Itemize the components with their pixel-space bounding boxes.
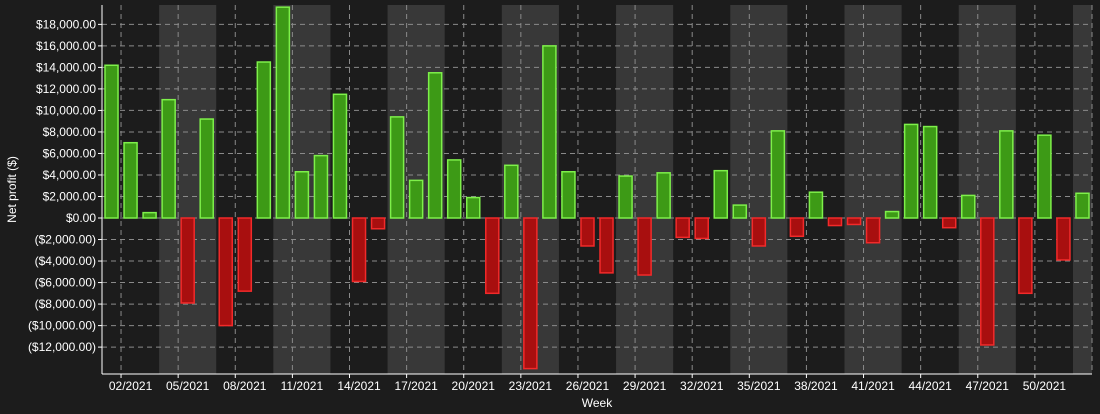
x-tick-label: 20/2021 xyxy=(452,379,496,393)
axes xyxy=(98,5,1092,378)
bar-week-41 xyxy=(865,217,881,244)
y-tick-label: $18,000.00 xyxy=(36,17,96,31)
shaded-band-8 xyxy=(1072,5,1092,374)
bar-week-10 xyxy=(275,6,291,219)
y-tick-label: ($2,000.00) xyxy=(35,233,96,247)
bar-week-30 xyxy=(656,172,671,219)
bar-week-24 xyxy=(542,45,557,219)
bar-week-37 xyxy=(789,217,805,238)
y-tick-label: $12,000.00 xyxy=(36,82,96,96)
bar-week-43 xyxy=(903,123,919,219)
bar-week-9 xyxy=(256,61,272,219)
bar-week-31 xyxy=(675,217,690,239)
x-tick-label: 14/2021 xyxy=(337,379,381,393)
x-tick-label: 35/2021 xyxy=(737,379,781,393)
x-tick-label: 17/2021 xyxy=(394,379,438,393)
x-tick-label: 11/2021 xyxy=(281,379,324,393)
bar-week-7 xyxy=(218,217,234,327)
bar-week-14 xyxy=(351,217,367,283)
bar-week-38 xyxy=(808,191,824,219)
bar-week-5 xyxy=(180,217,195,304)
y-tick-label: $8,000.00 xyxy=(43,125,97,139)
y-tick-label: ($10,000.00) xyxy=(28,319,96,333)
x-tick-label: 38/2021 xyxy=(794,379,838,393)
bar-week-2 xyxy=(123,141,138,219)
bar-week-15 xyxy=(370,217,386,230)
bar-week-48 xyxy=(999,130,1014,219)
bar-week-12 xyxy=(313,154,329,219)
x-tick-labels: 02/2021 05/2021 08/2021 11/2021 14/2021 17/20… xyxy=(109,379,1067,393)
bar-week-8 xyxy=(237,217,253,292)
bar-week-35 xyxy=(751,217,767,247)
bar-week-34 xyxy=(732,204,748,219)
bar-week-49 xyxy=(1018,217,1033,295)
bar-week-51 xyxy=(1056,217,1071,261)
bar-week-16 xyxy=(389,116,405,219)
bar-week-36 xyxy=(770,130,786,219)
y-tick-label: $4,000.00 xyxy=(43,168,97,182)
bar-week-19 xyxy=(446,159,462,219)
y-tick-label: $0.00 xyxy=(66,211,96,225)
bar-week-29 xyxy=(637,217,652,276)
y-tick-label: ($4,000.00) xyxy=(35,254,96,268)
y-axis-title: Net profit ($) xyxy=(5,156,19,223)
bar-week-22 xyxy=(504,164,519,219)
y-tick-label: $2,000.00 xyxy=(43,189,97,203)
y-tick-label: $16,000.00 xyxy=(36,39,96,53)
x-tick-label: 47/2021 xyxy=(966,379,1010,393)
x-tick-label: 26/2021 xyxy=(566,379,610,393)
bar-week-25 xyxy=(561,170,576,219)
bar-week-44 xyxy=(922,125,938,219)
bar-week-20 xyxy=(465,196,481,219)
x-tick-label: 32/2021 xyxy=(680,379,724,393)
bar-week-3 xyxy=(142,211,157,219)
bars xyxy=(104,6,1090,370)
x-tick-label: 08/2021 xyxy=(223,379,267,393)
y-tick-label: ($8,000.00) xyxy=(35,297,96,311)
y-tick-label: $6,000.00 xyxy=(43,146,97,160)
bar-week-11 xyxy=(294,170,310,219)
x-tick-label: 02/2021 xyxy=(109,379,153,393)
bar-week-26 xyxy=(580,217,595,247)
bar-week-18 xyxy=(427,72,443,219)
gridlines xyxy=(102,5,1093,374)
bar-week-28 xyxy=(618,175,633,219)
x-tick-label: 23/2021 xyxy=(509,379,553,393)
bar-week-13 xyxy=(332,93,348,219)
bar-week-33 xyxy=(713,169,729,219)
bar-week-1 xyxy=(104,64,119,219)
y-tick-label: ($12,000.00) xyxy=(28,340,96,354)
x-axis-title: Week xyxy=(582,396,613,410)
x-tick-label: 50/2021 xyxy=(1023,379,1067,393)
bar-week-42 xyxy=(884,210,900,219)
y-tick-label: ($6,000.00) xyxy=(35,276,96,290)
bar-week-45 xyxy=(941,217,957,229)
x-tick-label: 41/2021 xyxy=(851,379,895,393)
bar-week-32 xyxy=(694,217,709,240)
bar-week-4 xyxy=(161,98,176,219)
bar-week-47 xyxy=(980,217,995,346)
x-tick-label: 29/2021 xyxy=(623,379,667,393)
bar-week-52 xyxy=(1075,192,1090,219)
bar-week-17 xyxy=(408,179,424,219)
bar-week-6 xyxy=(199,118,214,219)
bar-week-39 xyxy=(827,217,843,227)
y-tick-label: $10,000.00 xyxy=(36,103,96,117)
bar-week-21 xyxy=(485,217,500,295)
y-tick-labels: ($12,000.00) ($10,000.00) ($8,000.00) ($6,0… xyxy=(28,17,96,354)
x-tick-label: 05/2021 xyxy=(166,379,210,393)
y-tick-label: $14,000.00 xyxy=(36,60,96,74)
bar-week-27 xyxy=(599,217,614,274)
shaded-band-6 xyxy=(844,5,902,374)
bar-week-40 xyxy=(846,217,862,226)
bar-week-23 xyxy=(523,217,538,370)
bar-week-50 xyxy=(1037,134,1052,219)
bar-week-46 xyxy=(960,194,976,219)
x-tick-label: 44/2021 xyxy=(908,379,952,393)
